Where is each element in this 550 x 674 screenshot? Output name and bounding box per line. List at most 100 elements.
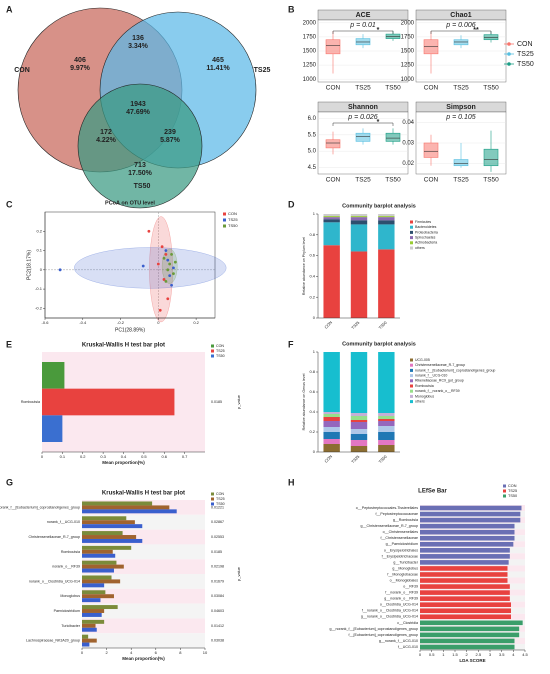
legend-swatch <box>223 224 226 228</box>
region-count: 465 <box>212 57 224 64</box>
category-label: f__Christensenellaceae <box>380 536 418 540</box>
bar-segment <box>378 352 395 413</box>
bar-segment <box>323 217 340 220</box>
bar-segment <box>323 427 340 432</box>
bar <box>82 605 118 610</box>
bar <box>420 578 508 583</box>
point <box>173 260 177 264</box>
legend-label: TS50 <box>517 61 534 68</box>
legend-swatch <box>410 374 413 378</box>
x-tick-label: TS25 <box>453 177 469 184</box>
y-tick-label: 5.5 <box>308 132 317 138</box>
bar <box>420 548 510 553</box>
region-count: 406 <box>74 57 86 64</box>
y-tick-label: 0.4 <box>309 409 315 414</box>
signif-label: ** <box>473 27 479 34</box>
legend-label: norank_f__UCG-010 <box>415 374 447 378</box>
y-tick-label: 0.02 <box>402 161 414 167</box>
category-label: Christensenellaceae_R-7_group <box>28 535 80 539</box>
category-label: f__[Eubacterium]_coprostanoligenes_group <box>348 633 418 637</box>
x-tick-label: 0 <box>41 454 44 459</box>
y-axis-label: PC2(18.17%) <box>26 250 32 280</box>
legend-dot <box>507 42 511 46</box>
x-tick-label: CON <box>323 320 333 330</box>
bar <box>82 560 117 565</box>
bar <box>420 590 510 595</box>
point <box>162 278 166 281</box>
x-tick-label: -0.6 <box>42 320 50 325</box>
bar <box>420 529 515 535</box>
legend-label: Christensenellaceae_R-7_group <box>415 363 465 367</box>
bar-segment <box>378 419 395 421</box>
point <box>164 249 168 252</box>
p-axis-label: p_value <box>236 394 241 409</box>
point <box>166 297 170 301</box>
p-label: p = 0.026 <box>347 114 377 121</box>
p-value: 0.02198 <box>211 565 224 569</box>
x-tick-label: TS50 <box>385 177 401 184</box>
bar <box>82 520 135 525</box>
bar-segment <box>378 214 395 217</box>
category-label: o__Erysipelotrichales <box>384 548 418 552</box>
bar <box>82 612 102 617</box>
bar <box>420 638 515 644</box>
plot-frame <box>44 211 216 319</box>
x-tick-label: 0.6 <box>161 454 167 459</box>
chart-title: LEfSe Bar <box>418 489 447 495</box>
bar <box>420 572 508 577</box>
confidence-ellipse <box>149 216 173 323</box>
bar-segment <box>350 429 368 434</box>
category-label: Romboutsia <box>61 550 80 554</box>
point <box>170 253 173 256</box>
box <box>325 139 341 149</box>
x-tick-label: 0.3 <box>100 454 106 459</box>
y-tick-label: 1 <box>313 211 316 216</box>
category-label: g__Paeniclostridium <box>386 542 418 546</box>
x-tick-label: 3 <box>489 652 492 657</box>
legend-label: TS50 <box>216 354 225 358</box>
region-count: 172 <box>100 129 112 136</box>
x-tick-label: CON <box>323 454 333 464</box>
bar <box>82 594 114 599</box>
p-label: p = 0.006 <box>445 22 475 29</box>
point <box>168 262 172 266</box>
x-tick-label: -0.2 <box>117 320 125 325</box>
p-value: 0.03084 <box>211 594 224 598</box>
bar <box>82 524 143 529</box>
x-tick-label: 0.2 <box>80 454 86 459</box>
legend-label: Bacteroidetes <box>415 225 437 229</box>
p-axis-label: p_value <box>236 566 241 581</box>
bar-segment <box>378 432 395 440</box>
y-tick-label: 0 <box>40 267 43 272</box>
chart-title: Community barplot analysis <box>342 203 416 209</box>
panel-letter: G <box>6 477 13 487</box>
x-tick-label: 0.4 <box>121 454 127 459</box>
legend-swatch <box>410 220 413 224</box>
row-band <box>82 588 205 604</box>
bar <box>82 642 90 647</box>
x-tick-label: TS50 <box>483 177 499 184</box>
y-tick-label: 0.2 <box>309 294 315 299</box>
point <box>158 308 162 312</box>
y-tick-label: 0.6 <box>309 389 315 394</box>
bar-segment <box>323 214 340 217</box>
bar <box>82 535 137 539</box>
x-tick-label: 8 <box>179 650 182 655</box>
y-tick-label: 1250 <box>303 63 317 69</box>
bar <box>420 596 510 601</box>
bar-segment <box>378 426 395 432</box>
region-percent: 9.97% <box>70 65 91 72</box>
bar-segment <box>323 412 340 414</box>
signif-bracket <box>332 122 394 126</box>
panel-title: ACE <box>356 12 371 19</box>
bar <box>82 553 116 558</box>
x-tick-label: -0.4 <box>79 320 87 325</box>
signif-label: * <box>377 119 380 126</box>
bar-segment <box>350 413 368 416</box>
p-label: p = 0.01 <box>349 22 376 29</box>
legend-label: Proteobacteria <box>415 230 438 234</box>
bar <box>82 638 97 643</box>
region-percent: 11.41% <box>206 65 230 72</box>
point <box>160 245 164 249</box>
legend-label: TS50 <box>216 502 225 506</box>
